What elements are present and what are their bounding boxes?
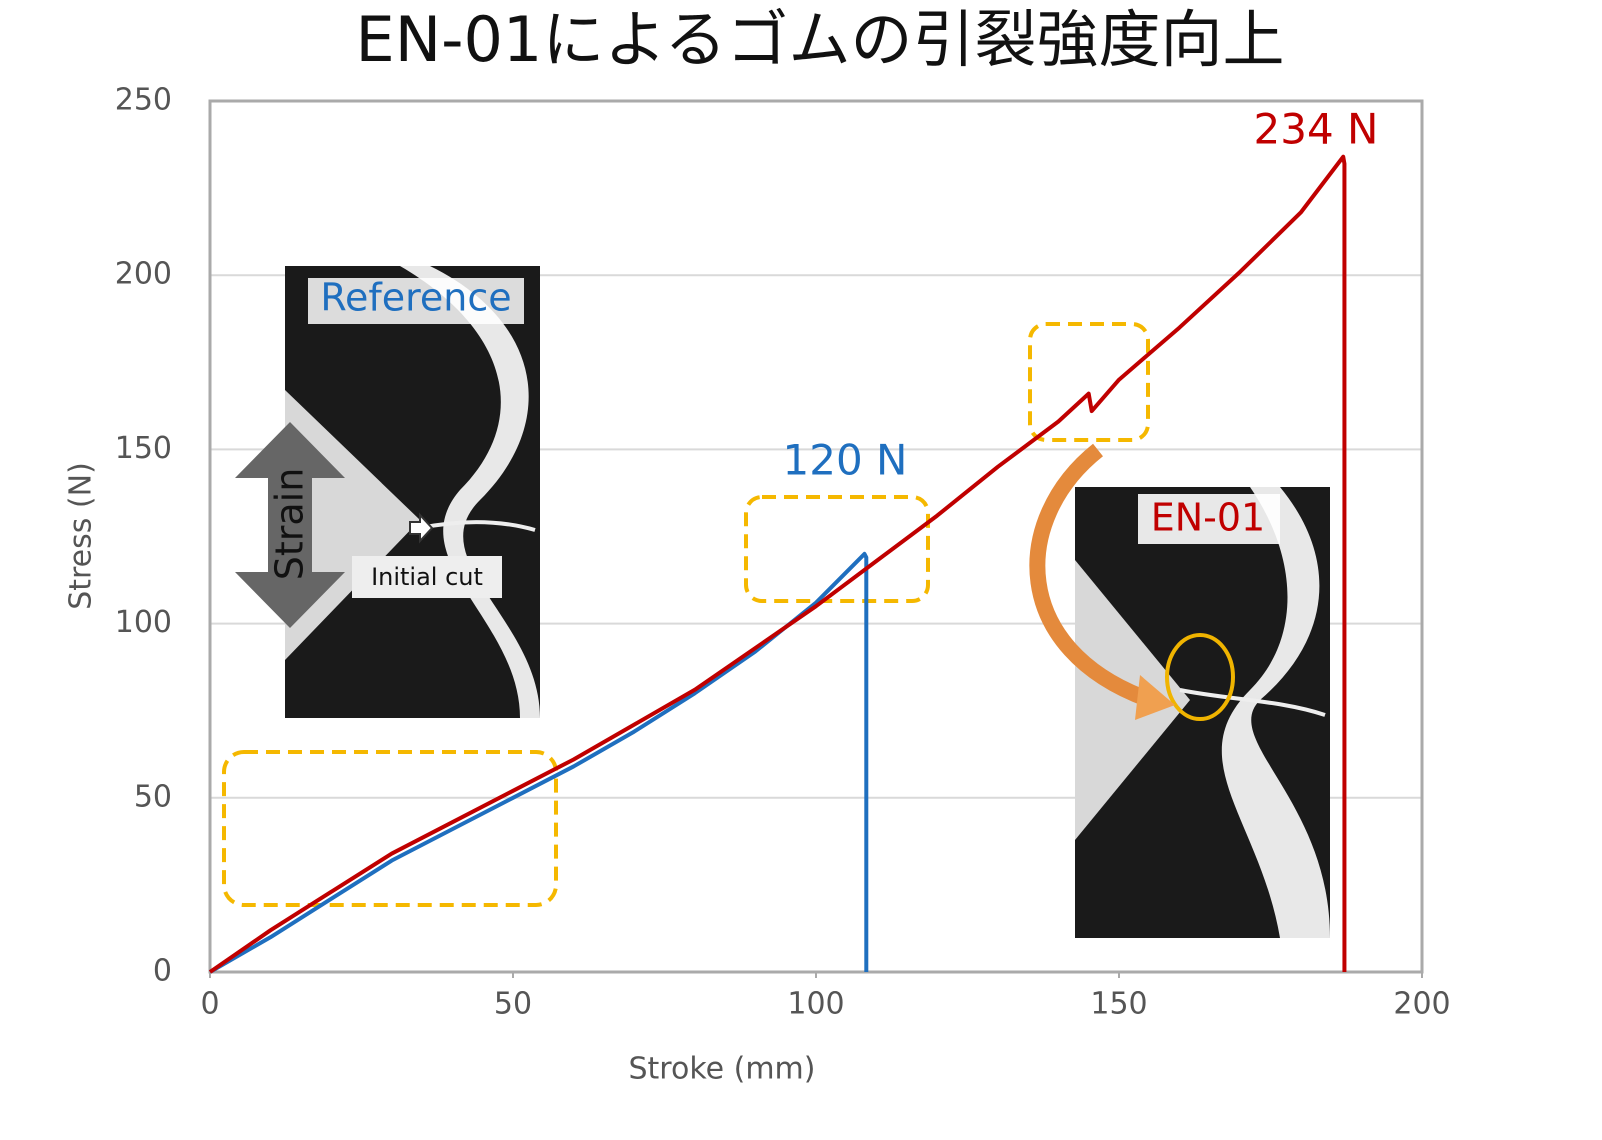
y-tick-label: 50 — [134, 779, 172, 814]
chart-title: EN-01によるゴムの引裂強度向上 — [356, 3, 1285, 76]
x-tick-label: 100 — [787, 987, 844, 1022]
en01-photo — [1075, 487, 1330, 938]
arrow-head — [1135, 675, 1175, 720]
y-tick-label: 0 — [153, 954, 172, 989]
y-axis-title: Stress (N) — [64, 462, 99, 610]
annotation: Strain — [268, 468, 312, 581]
series-line — [209, 551, 869, 974]
x-tick-label: 50 — [494, 987, 532, 1022]
x-tick-label: 200 — [1393, 987, 1450, 1022]
reference-photo — [235, 266, 540, 718]
arrow — [1029, 443, 1153, 708]
x-tick-label: 150 — [1090, 987, 1147, 1022]
annotation: Reference — [320, 276, 511, 320]
y-tick-label: 150 — [115, 431, 172, 466]
annotation: 120 N — [783, 436, 908, 485]
annotation: 234 N — [1254, 105, 1379, 154]
series-line — [208, 154, 1347, 974]
y-tick-label: 100 — [115, 605, 172, 640]
y-tick-label: 250 — [115, 83, 172, 118]
annotation: Initial cut — [371, 563, 483, 591]
x-tick-label: 0 — [200, 987, 219, 1022]
highlight-boxes — [222, 322, 1150, 907]
x-axis-title: Stroke (mm) — [629, 1052, 816, 1087]
annotation: EN-01 — [1151, 496, 1266, 540]
y-tick-label: 200 — [115, 257, 172, 292]
